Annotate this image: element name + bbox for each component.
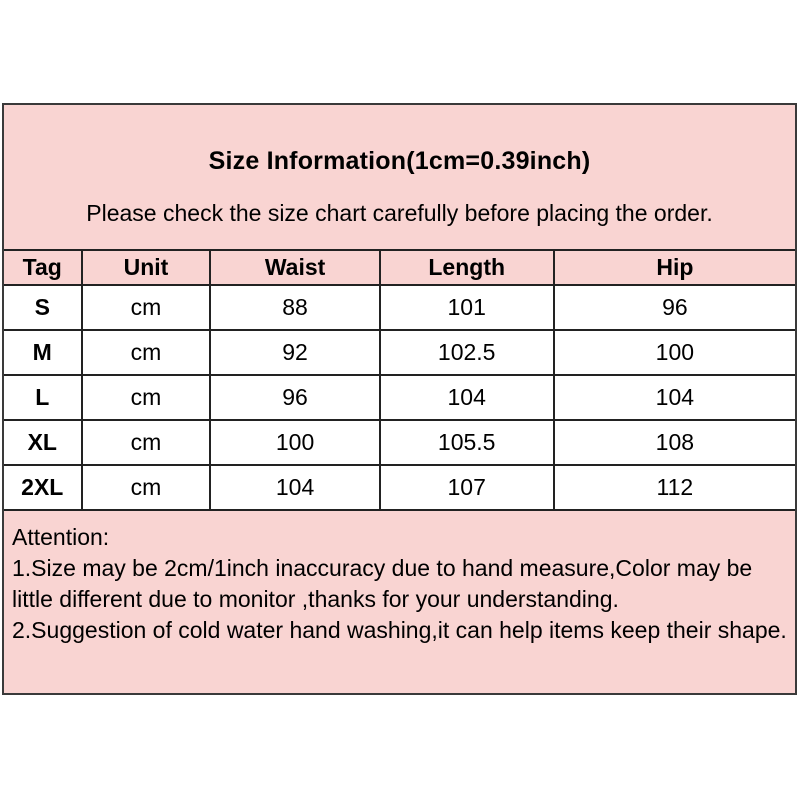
attention-section: Attention: 1.Size may be 2cm/1inch inacc… — [4, 511, 795, 646]
waist-cell: 104 — [209, 464, 381, 511]
table-row-s: S cm 88 101 96 — [4, 284, 795, 331]
hip-cell: 104 — [552, 374, 795, 421]
column-header-hip: Hip — [552, 249, 795, 286]
waist-cell: 100 — [209, 419, 381, 466]
tag-cell: S — [4, 284, 83, 331]
table-row-xl: XL cm 100 105.5 108 — [4, 419, 795, 466]
unit-cell: cm — [80, 329, 212, 376]
column-header-tag: Tag — [4, 249, 83, 286]
tag-cell: XL — [4, 419, 83, 466]
size-information-card: Size Information(1cm=0.39inch) Please ch… — [2, 103, 797, 695]
hip-cell: 112 — [552, 464, 795, 511]
hip-cell: 108 — [552, 419, 795, 466]
card-header: Size Information(1cm=0.39inch) Please ch… — [4, 147, 795, 227]
hip-cell: 100 — [552, 329, 795, 376]
table-header-row: Tag Unit Waist Length Hip — [4, 249, 795, 286]
length-cell: 104 — [378, 374, 555, 421]
tag-cell: 2XL — [4, 464, 83, 511]
hip-cell: 96 — [552, 284, 795, 331]
table-row-2xl: 2XL cm 104 107 112 — [4, 464, 795, 511]
tag-cell: M — [4, 329, 83, 376]
unit-cell: cm — [80, 374, 212, 421]
unit-cell: cm — [80, 284, 212, 331]
waist-cell: 88 — [209, 284, 381, 331]
waist-cell: 96 — [209, 374, 381, 421]
attention-note-1: 1.Size may be 2cm/1inch inaccuracy due t… — [12, 555, 753, 612]
column-header-unit: Unit — [80, 249, 212, 286]
size-chart-table: Tag Unit Waist Length Hip S cm 88 101 96… — [4, 249, 795, 511]
table-row-m: M cm 92 102.5 100 — [4, 329, 795, 376]
attention-heading: Attention: — [12, 524, 110, 550]
column-header-length: Length — [378, 249, 555, 286]
length-cell: 107 — [378, 464, 555, 511]
size-chart-notice: Please check the size chart carefully be… — [86, 200, 713, 226]
table-row-l: L cm 96 104 104 — [4, 374, 795, 421]
length-cell: 102.5 — [378, 329, 555, 376]
length-cell: 101 — [378, 284, 555, 331]
unit-cell: cm — [80, 464, 212, 511]
column-header-waist: Waist — [209, 249, 381, 286]
length-cell: 105.5 — [378, 419, 555, 466]
size-information-title: Size Information(1cm=0.39inch) — [208, 147, 591, 175]
waist-cell: 92 — [209, 329, 381, 376]
unit-cell: cm — [80, 419, 212, 466]
attention-note-2: 2.Suggestion of cold water hand washing,… — [12, 617, 787, 643]
tag-cell: L — [4, 374, 83, 421]
